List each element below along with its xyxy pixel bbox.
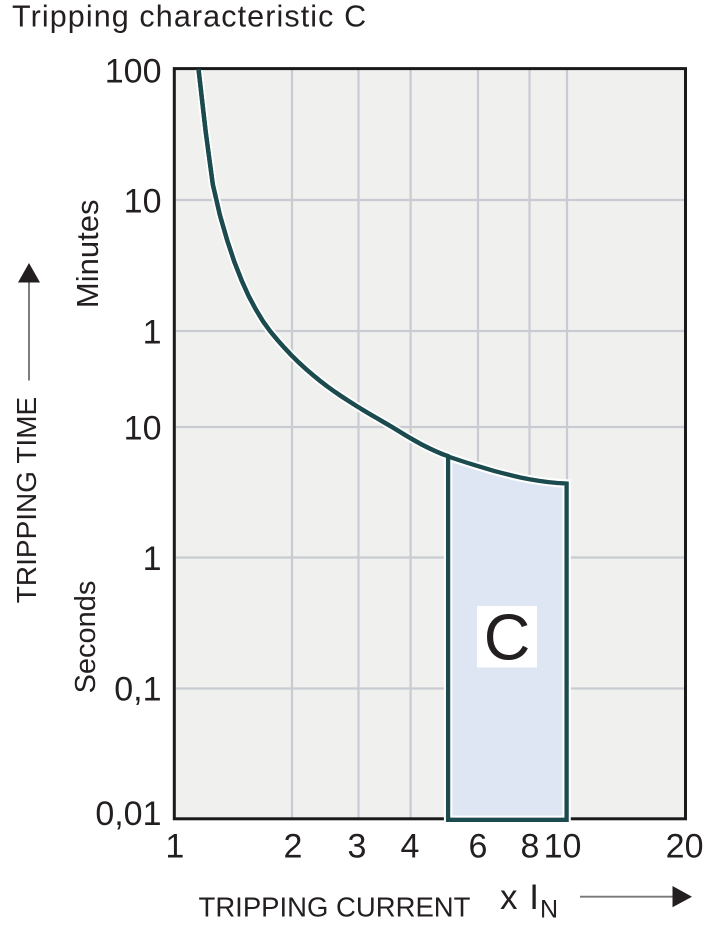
svg-text:8: 8 <box>521 827 540 865</box>
svg-text:3: 3 <box>348 827 367 865</box>
svg-text:C: C <box>484 602 531 674</box>
svg-text:0,01: 0,01 <box>95 795 161 833</box>
svg-text:10: 10 <box>124 409 162 447</box>
svg-text:1: 1 <box>143 313 162 351</box>
svg-text:20: 20 <box>666 827 704 865</box>
svg-text:Seconds: Seconds <box>70 581 102 694</box>
svg-text:100: 100 <box>105 52 162 90</box>
svg-text:6: 6 <box>469 827 488 865</box>
svg-text:TRIPPING CURRENT: TRIPPING CURRENT <box>199 892 471 923</box>
svg-text:TRIPPING TIME: TRIPPING TIME <box>11 397 42 603</box>
svg-text:2: 2 <box>284 827 303 865</box>
svg-text:1: 1 <box>165 827 184 865</box>
svg-text:Minutes: Minutes <box>70 200 105 309</box>
svg-text:xIN: x IN <box>500 878 558 924</box>
svg-text:10: 10 <box>544 827 582 865</box>
svg-text:1: 1 <box>143 540 162 578</box>
svg-text:0,1: 0,1 <box>114 671 161 709</box>
svg-text:Tripping characteristic C: Tripping characteristic C <box>12 0 367 34</box>
svg-text:4: 4 <box>401 827 420 865</box>
svg-text:10: 10 <box>124 182 162 220</box>
